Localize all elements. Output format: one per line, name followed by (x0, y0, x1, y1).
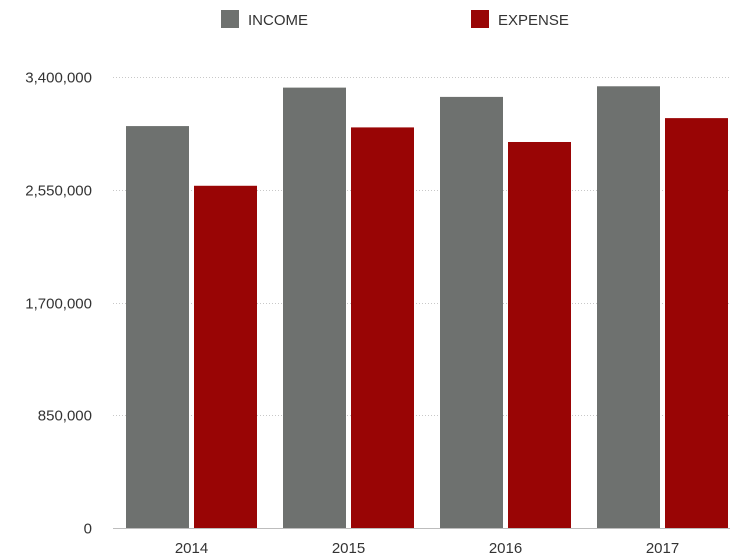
x-axis: 2014 2015 2016 2017 (175, 540, 679, 557)
bar-income-2014[interactable] (126, 126, 189, 529)
legend: INCOME EXPENSE (221, 10, 569, 29)
y-tick-label: 0 (84, 521, 92, 538)
x-tick-label: 2014 (175, 540, 208, 557)
legend-swatch-expense (471, 10, 489, 28)
bar-income-2017[interactable] (597, 86, 660, 529)
legend-swatch-income (221, 10, 239, 28)
bar-expense-2015[interactable] (351, 127, 414, 528)
y-tick-label: 2,550,000 (25, 183, 92, 200)
legend-label-expense: EXPENSE (498, 12, 569, 29)
bars (126, 86, 728, 529)
bar-income-2015[interactable] (283, 87, 346, 529)
bar-expense-2017[interactable] (665, 118, 728, 528)
x-tick-label: 2016 (489, 540, 522, 557)
y-tick-label: 1,700,000 (25, 296, 92, 313)
bar-expense-2016[interactable] (508, 141, 571, 528)
y-tick-label: 850,000 (38, 408, 92, 425)
x-tick-label: 2017 (646, 540, 679, 557)
bar-income-2016[interactable] (440, 96, 503, 528)
y-axis: 0 850,000 1,700,000 2,550,000 3,400,000 (25, 70, 92, 538)
x-tick-label: 2015 (332, 540, 365, 557)
bar-expense-2014[interactable] (194, 185, 257, 529)
legend-label-income: INCOME (248, 12, 308, 29)
y-tick-label: 3,400,000 (25, 70, 92, 87)
